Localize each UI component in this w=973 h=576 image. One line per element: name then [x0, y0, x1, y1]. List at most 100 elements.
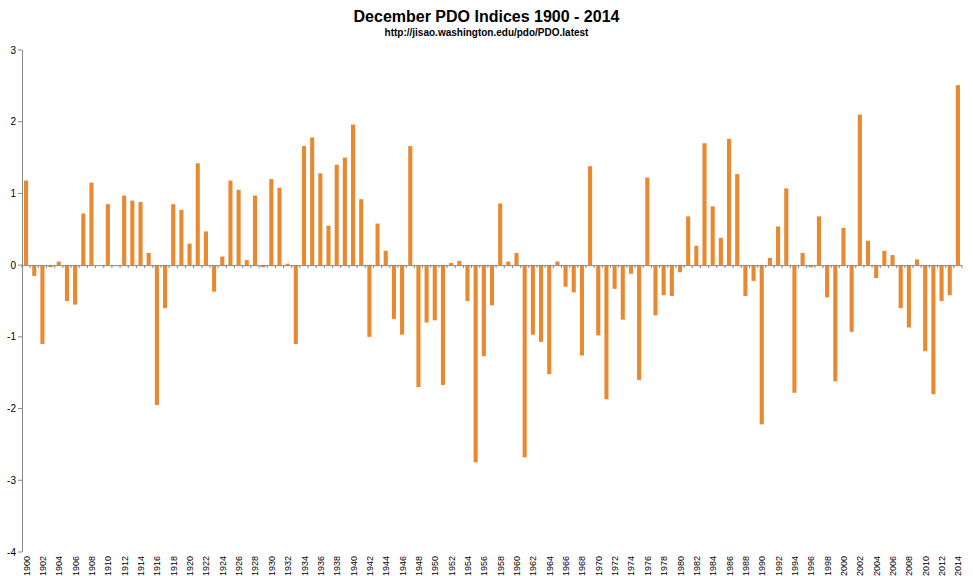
x-tick: [872, 265, 873, 268]
bars: [24, 85, 960, 462]
x-tick: [921, 265, 922, 268]
y-tick: [18, 121, 22, 122]
bar: [768, 258, 772, 265]
x-tick-label: 1900: [22, 556, 32, 576]
bar: [523, 265, 527, 457]
bar: [89, 183, 93, 265]
bar: [555, 262, 559, 266]
x-tick: [283, 265, 284, 268]
x-tick-label: 1902: [38, 556, 48, 576]
x-tick: [504, 265, 505, 268]
bar: [882, 251, 886, 265]
x-tick-label: 1910: [103, 556, 113, 576]
bar: [441, 265, 445, 385]
bar: [662, 265, 666, 295]
x-tick: [455, 265, 456, 268]
x-tick: [553, 265, 554, 268]
x-tick-label: 1972: [610, 556, 620, 576]
x-tick-label: 1982: [692, 556, 702, 576]
bar: [841, 228, 845, 265]
x-tick: [569, 265, 570, 268]
x-tick: [177, 265, 178, 268]
x-tick: [733, 265, 734, 268]
y-tick-label: -3: [7, 475, 16, 486]
x-tick: [684, 265, 685, 268]
x-tick: [267, 265, 268, 268]
bar: [727, 139, 731, 265]
bar: [514, 253, 518, 265]
bar: [65, 265, 69, 301]
bar: [776, 226, 780, 265]
bar: [940, 265, 944, 301]
x-tick: [398, 265, 399, 268]
x-tick: [479, 265, 480, 268]
x-tick: [806, 265, 807, 268]
bar: [81, 214, 85, 266]
x-tick-label: 1978: [659, 556, 669, 576]
x-tick: [937, 265, 938, 268]
x-tick-label: 1958: [496, 556, 506, 576]
bar: [310, 137, 314, 265]
bar: [343, 158, 347, 266]
bar: [580, 265, 584, 355]
x-tick-label: 1988: [741, 556, 751, 576]
bar: [122, 196, 126, 266]
x-tick: [863, 265, 864, 268]
x-tick: [332, 265, 333, 268]
bar: [196, 163, 200, 265]
x-tick: [299, 265, 300, 268]
bar: [874, 265, 878, 278]
y-tick: [18, 408, 22, 409]
x-tick-label: 1968: [577, 556, 587, 576]
x-tick: [912, 265, 913, 268]
bar: [817, 216, 821, 265]
bar: [392, 265, 396, 319]
x-tick: [487, 265, 488, 268]
x-tick: [643, 265, 644, 268]
x-tick: [929, 265, 930, 268]
x-tick: [242, 265, 243, 268]
x-tick: [536, 265, 537, 268]
x-tick: [855, 265, 856, 268]
bar: [629, 265, 633, 274]
x-tick: [790, 265, 791, 268]
x-tick: [308, 265, 309, 268]
bar: [474, 265, 478, 462]
x-tick: [896, 265, 897, 268]
bar: [956, 85, 960, 265]
y-tick-label: 1: [10, 188, 16, 199]
x-tick-label: 1934: [300, 556, 310, 576]
x-tick: [814, 265, 815, 268]
y-tick: [18, 193, 22, 194]
bar: [318, 173, 322, 265]
bar: [637, 265, 641, 380]
bar: [825, 265, 829, 297]
x-tick: [152, 265, 153, 268]
x-tick: [700, 265, 701, 268]
bar: [588, 166, 592, 265]
bar: [711, 206, 715, 265]
x-tick: [774, 265, 775, 268]
x-tick: [765, 265, 766, 268]
bar: [498, 203, 502, 265]
bar: [948, 265, 952, 295]
x-tick: [234, 265, 235, 268]
x-tick: [201, 265, 202, 268]
x-tick: [741, 265, 742, 268]
x-tick-label: 1924: [218, 556, 228, 576]
bar: [792, 265, 796, 393]
bar: [678, 265, 682, 272]
x-tick: [169, 265, 170, 268]
x-tick: [38, 265, 39, 268]
bar: [506, 262, 510, 266]
x-tick: [218, 265, 219, 268]
x-tick-label: 2014: [953, 556, 963, 576]
x-tick-label: 2010: [921, 556, 931, 576]
x-tick: [528, 265, 529, 268]
x-tick: [160, 265, 161, 268]
x-tick: [594, 265, 595, 268]
y-tick-label: -4: [7, 547, 16, 558]
bar: [277, 188, 281, 265]
x-tick-label: 1992: [774, 556, 784, 576]
bar: [858, 115, 862, 266]
